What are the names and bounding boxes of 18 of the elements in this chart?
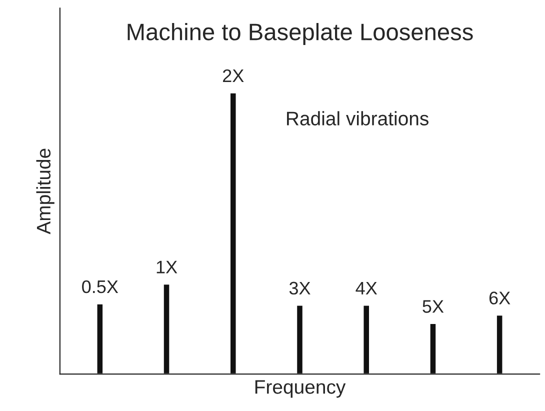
x-tick-label: 1X: [156, 260, 178, 274]
x-tick-label: 3X: [289, 282, 310, 295]
bar: [229, 92, 238, 374]
x-tick-label: 6X: [489, 292, 510, 304]
x-tick-label: 0.5X: [82, 280, 118, 294]
bar: [162, 283, 171, 374]
x-axis-title: Frequency: [255, 380, 346, 398]
bar: [296, 304, 304, 374]
x-tick-label: 5X: [422, 300, 444, 313]
bar: [96, 302, 104, 374]
x-tick-label: 4X: [356, 282, 378, 294]
bar: [362, 304, 370, 374]
annotation: Radial vibrations: [287, 111, 428, 126]
chart-title: Machine to Baseplate Looseness: [128, 23, 473, 46]
bar: [496, 314, 504, 374]
bar: [428, 322, 437, 374]
y-axis-title: Amplitude: [36, 148, 54, 234]
x-tick-label: 2X: [223, 69, 244, 82]
